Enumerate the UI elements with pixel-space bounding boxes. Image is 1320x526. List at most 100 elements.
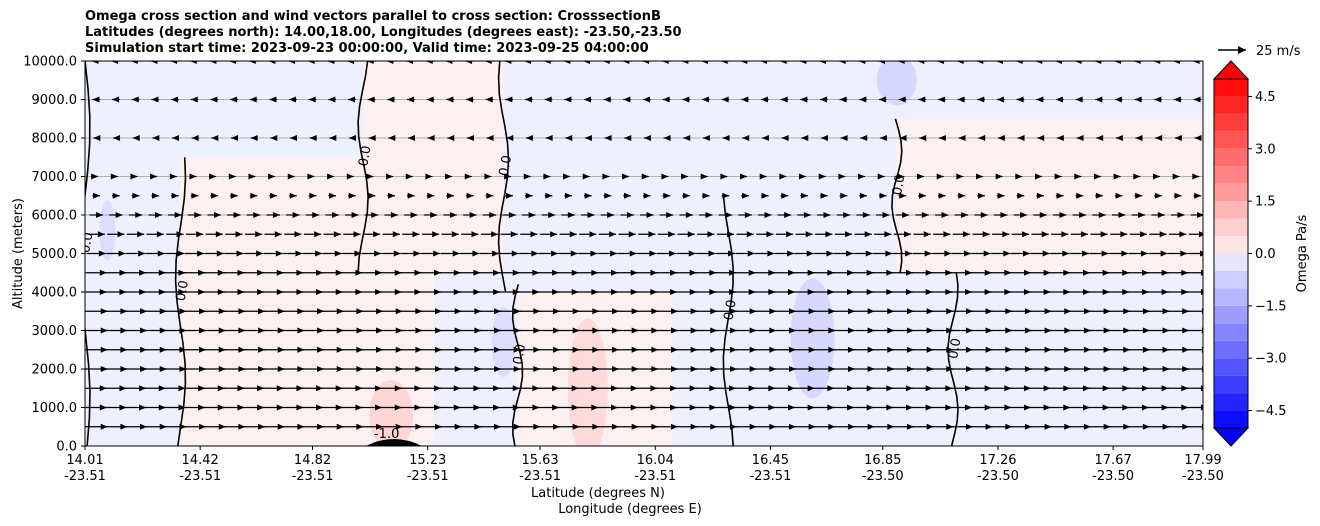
wind-arrow-head — [297, 346, 305, 353]
wind-arrow — [714, 289, 737, 295]
wind-arrow — [620, 212, 634, 218]
wind-arrow — [225, 231, 243, 238]
wind-arrow — [426, 192, 435, 199]
wind-arrow — [1155, 135, 1163, 141]
wind-arrow — [1029, 385, 1051, 392]
wind-arrow — [722, 135, 730, 141]
wind-arrow — [713, 366, 737, 372]
wind-arrow-head — [769, 327, 777, 334]
wind-arrow — [622, 61, 632, 64]
wind-arrow — [130, 173, 138, 180]
wind-arrow-head — [132, 135, 140, 141]
wind-arrow — [853, 250, 873, 257]
wind-arrow — [131, 192, 140, 199]
wind-arrow — [281, 327, 305, 334]
wind-arrow-head — [466, 135, 474, 141]
wind-arrow-head — [862, 212, 870, 218]
wind-arrow — [305, 212, 320, 218]
wind-arrow-head — [788, 385, 796, 392]
wind-arrow-head — [140, 346, 148, 353]
wind-arrow-head — [510, 231, 518, 238]
wind-arrow — [618, 231, 636, 238]
wind-arrow-head — [1179, 231, 1187, 238]
wind-arrow-head — [847, 346, 855, 353]
x-tick-lat-4: 15.63 — [521, 453, 558, 468]
wind-arrow — [872, 289, 894, 295]
wind-arrow — [565, 135, 573, 141]
wind-arrow-head — [710, 366, 718, 372]
wind-arrow — [439, 404, 461, 411]
wind-arrow-head — [1063, 385, 1071, 392]
wind-arrow-head — [1094, 61, 1102, 64]
wind-arrow-head — [1035, 61, 1043, 64]
wind-arrow-head — [1083, 346, 1091, 353]
wind-arrow-head — [663, 135, 671, 141]
wind-arrow-head — [296, 385, 304, 392]
contour-label-1: 0.0 — [78, 231, 96, 254]
wind-arrow-head — [471, 231, 479, 238]
wind-arrow — [817, 212, 831, 218]
wind-arrow — [478, 269, 501, 276]
wind-arrow — [145, 250, 165, 257]
wind-arrow-head — [670, 269, 678, 276]
wind-arrow-head — [100, 308, 108, 315]
wind-arrow-head — [661, 61, 669, 64]
wind-arrow-head — [368, 135, 376, 141]
wind-arrow-head — [1194, 135, 1202, 141]
wind-arrow-head — [1082, 250, 1090, 257]
wind-arrow — [701, 192, 710, 199]
wind-arrow-head — [710, 346, 718, 353]
wind-arrow-head — [395, 327, 403, 334]
wind-arrow-head — [1162, 346, 1170, 353]
wind-arrow-head — [152, 192, 160, 199]
wind-arrow-head — [140, 423, 148, 430]
wind-arrow — [1015, 61, 1026, 64]
wind-arrow-head — [670, 289, 678, 295]
wind-arrow — [1173, 192, 1182, 199]
wind-arrow — [263, 250, 283, 257]
wind-arrow-head — [1182, 327, 1190, 334]
wind-arrow — [642, 192, 651, 199]
wind-arrow-head — [786, 231, 794, 238]
colorbar-tick-label-0: 4.5 — [1255, 90, 1276, 105]
x-tick-lat-7: 16.85 — [864, 453, 901, 468]
wind-arrow — [125, 289, 147, 295]
wind-arrow-head — [189, 61, 197, 64]
wind-arrow-head — [446, 96, 454, 103]
wind-arrow — [517, 327, 541, 334]
wind-arrow — [379, 346, 403, 353]
wind-arrow — [144, 289, 166, 295]
wind-arrow — [564, 96, 572, 103]
wind-arrow-head — [1162, 308, 1170, 315]
wind-arrow — [402, 231, 420, 238]
wind-arrow-head — [1056, 192, 1064, 199]
wind-arrow-head — [1036, 96, 1044, 103]
wind-arrow — [1087, 346, 1111, 353]
wind-arrow — [895, 212, 910, 218]
wind-arrow — [969, 308, 993, 315]
wind-arrow-head — [346, 173, 354, 180]
omega-region-3 — [363, 61, 518, 273]
wind-arrow-head — [1103, 423, 1111, 430]
wind-arrow-head — [788, 289, 796, 295]
wind-arrow — [185, 231, 204, 238]
wind-arrow — [989, 327, 1013, 334]
wind-arrow-head — [512, 269, 520, 276]
wind-arrow-head — [454, 327, 462, 334]
wind-arrow — [891, 404, 913, 411]
wind-arrow-head — [425, 173, 433, 180]
x-tick-lon-9: -23.50 — [1092, 469, 1134, 484]
wind-arrow — [386, 173, 394, 180]
wind-arrow-head — [179, 327, 187, 334]
wind-arrow — [733, 327, 757, 334]
wind-arrow-head — [1182, 423, 1190, 430]
wind-arrow — [851, 346, 875, 353]
wind-arrow — [899, 135, 907, 141]
wind-arrow — [595, 327, 620, 334]
wind-arrow — [910, 346, 934, 353]
wind-arrow — [209, 61, 220, 64]
y-tick-label-7: 7000.0 — [32, 170, 78, 185]
wind-arrow-head — [689, 385, 697, 392]
wind-arrow — [949, 327, 973, 334]
colorbar-level-11 — [1214, 218, 1248, 237]
